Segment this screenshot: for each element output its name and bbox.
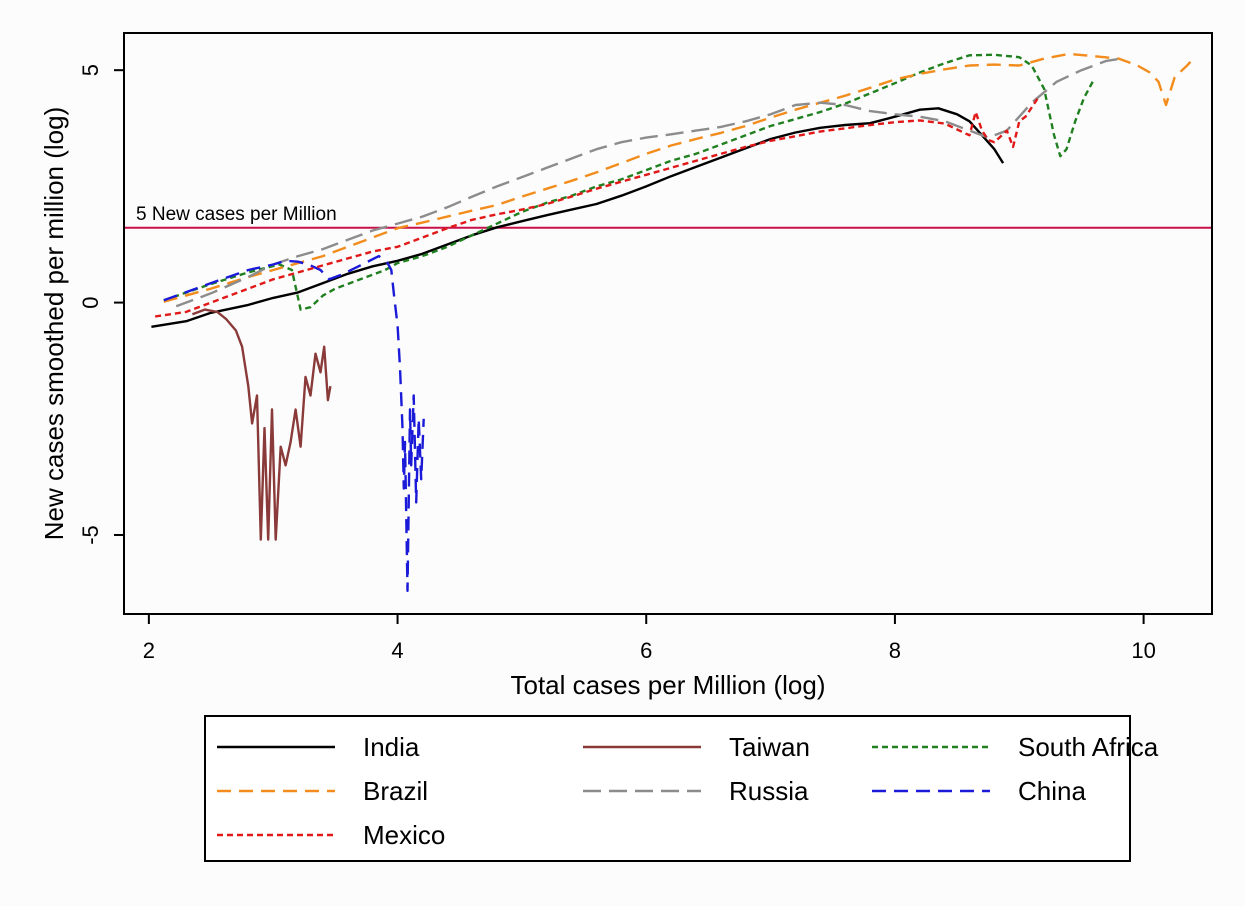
legend-label-south-africa: South Africa <box>1018 732 1159 762</box>
x-axis-title: Total cases per Million (log) <box>510 670 825 700</box>
series-line-taiwan <box>191 308 332 541</box>
reference-line-group: 5 New cases per Million <box>124 204 1212 229</box>
series-group <box>151 52 1197 592</box>
series-line-russia <box>175 57 1122 308</box>
y-tick-label: 0 <box>78 296 103 308</box>
series-line-mexico <box>154 97 1039 318</box>
legend-label-brazil: Brazil <box>363 776 428 806</box>
y-axis: -5 0 5 <box>78 64 124 545</box>
legend-label-china: China <box>1018 776 1086 806</box>
y-axis-title: New cases smoothed per million (log) <box>39 107 69 541</box>
legend-label-taiwan: Taiwan <box>729 732 810 762</box>
reference-line-label: 5 New cases per Million <box>136 204 337 225</box>
x-tick-label: 8 <box>889 638 901 663</box>
plot-frame <box>123 32 1213 615</box>
legend-label-india: India <box>363 732 420 762</box>
legend-label-russia: Russia <box>729 776 809 806</box>
x-tick-label: 6 <box>640 638 652 663</box>
legend-label-mexico: Mexico <box>363 820 445 850</box>
y-tick-label: 5 <box>78 64 103 76</box>
legend: India Taiwan South Africa Brazil Russia China… <box>204 715 1159 862</box>
series-line-brazil <box>163 52 1197 303</box>
x-tick-label: 2 <box>143 638 155 663</box>
x-tick-label: 4 <box>391 638 403 663</box>
y-tick-label: -5 <box>78 525 103 545</box>
x-tick-label: 10 <box>1131 638 1155 663</box>
series-line-china <box>163 254 425 592</box>
legend-box <box>204 715 1131 862</box>
x-axis: 2 4 6 8 10 <box>143 614 1156 663</box>
series-line-south-africa <box>163 53 1095 311</box>
series-line-india <box>151 107 1005 328</box>
